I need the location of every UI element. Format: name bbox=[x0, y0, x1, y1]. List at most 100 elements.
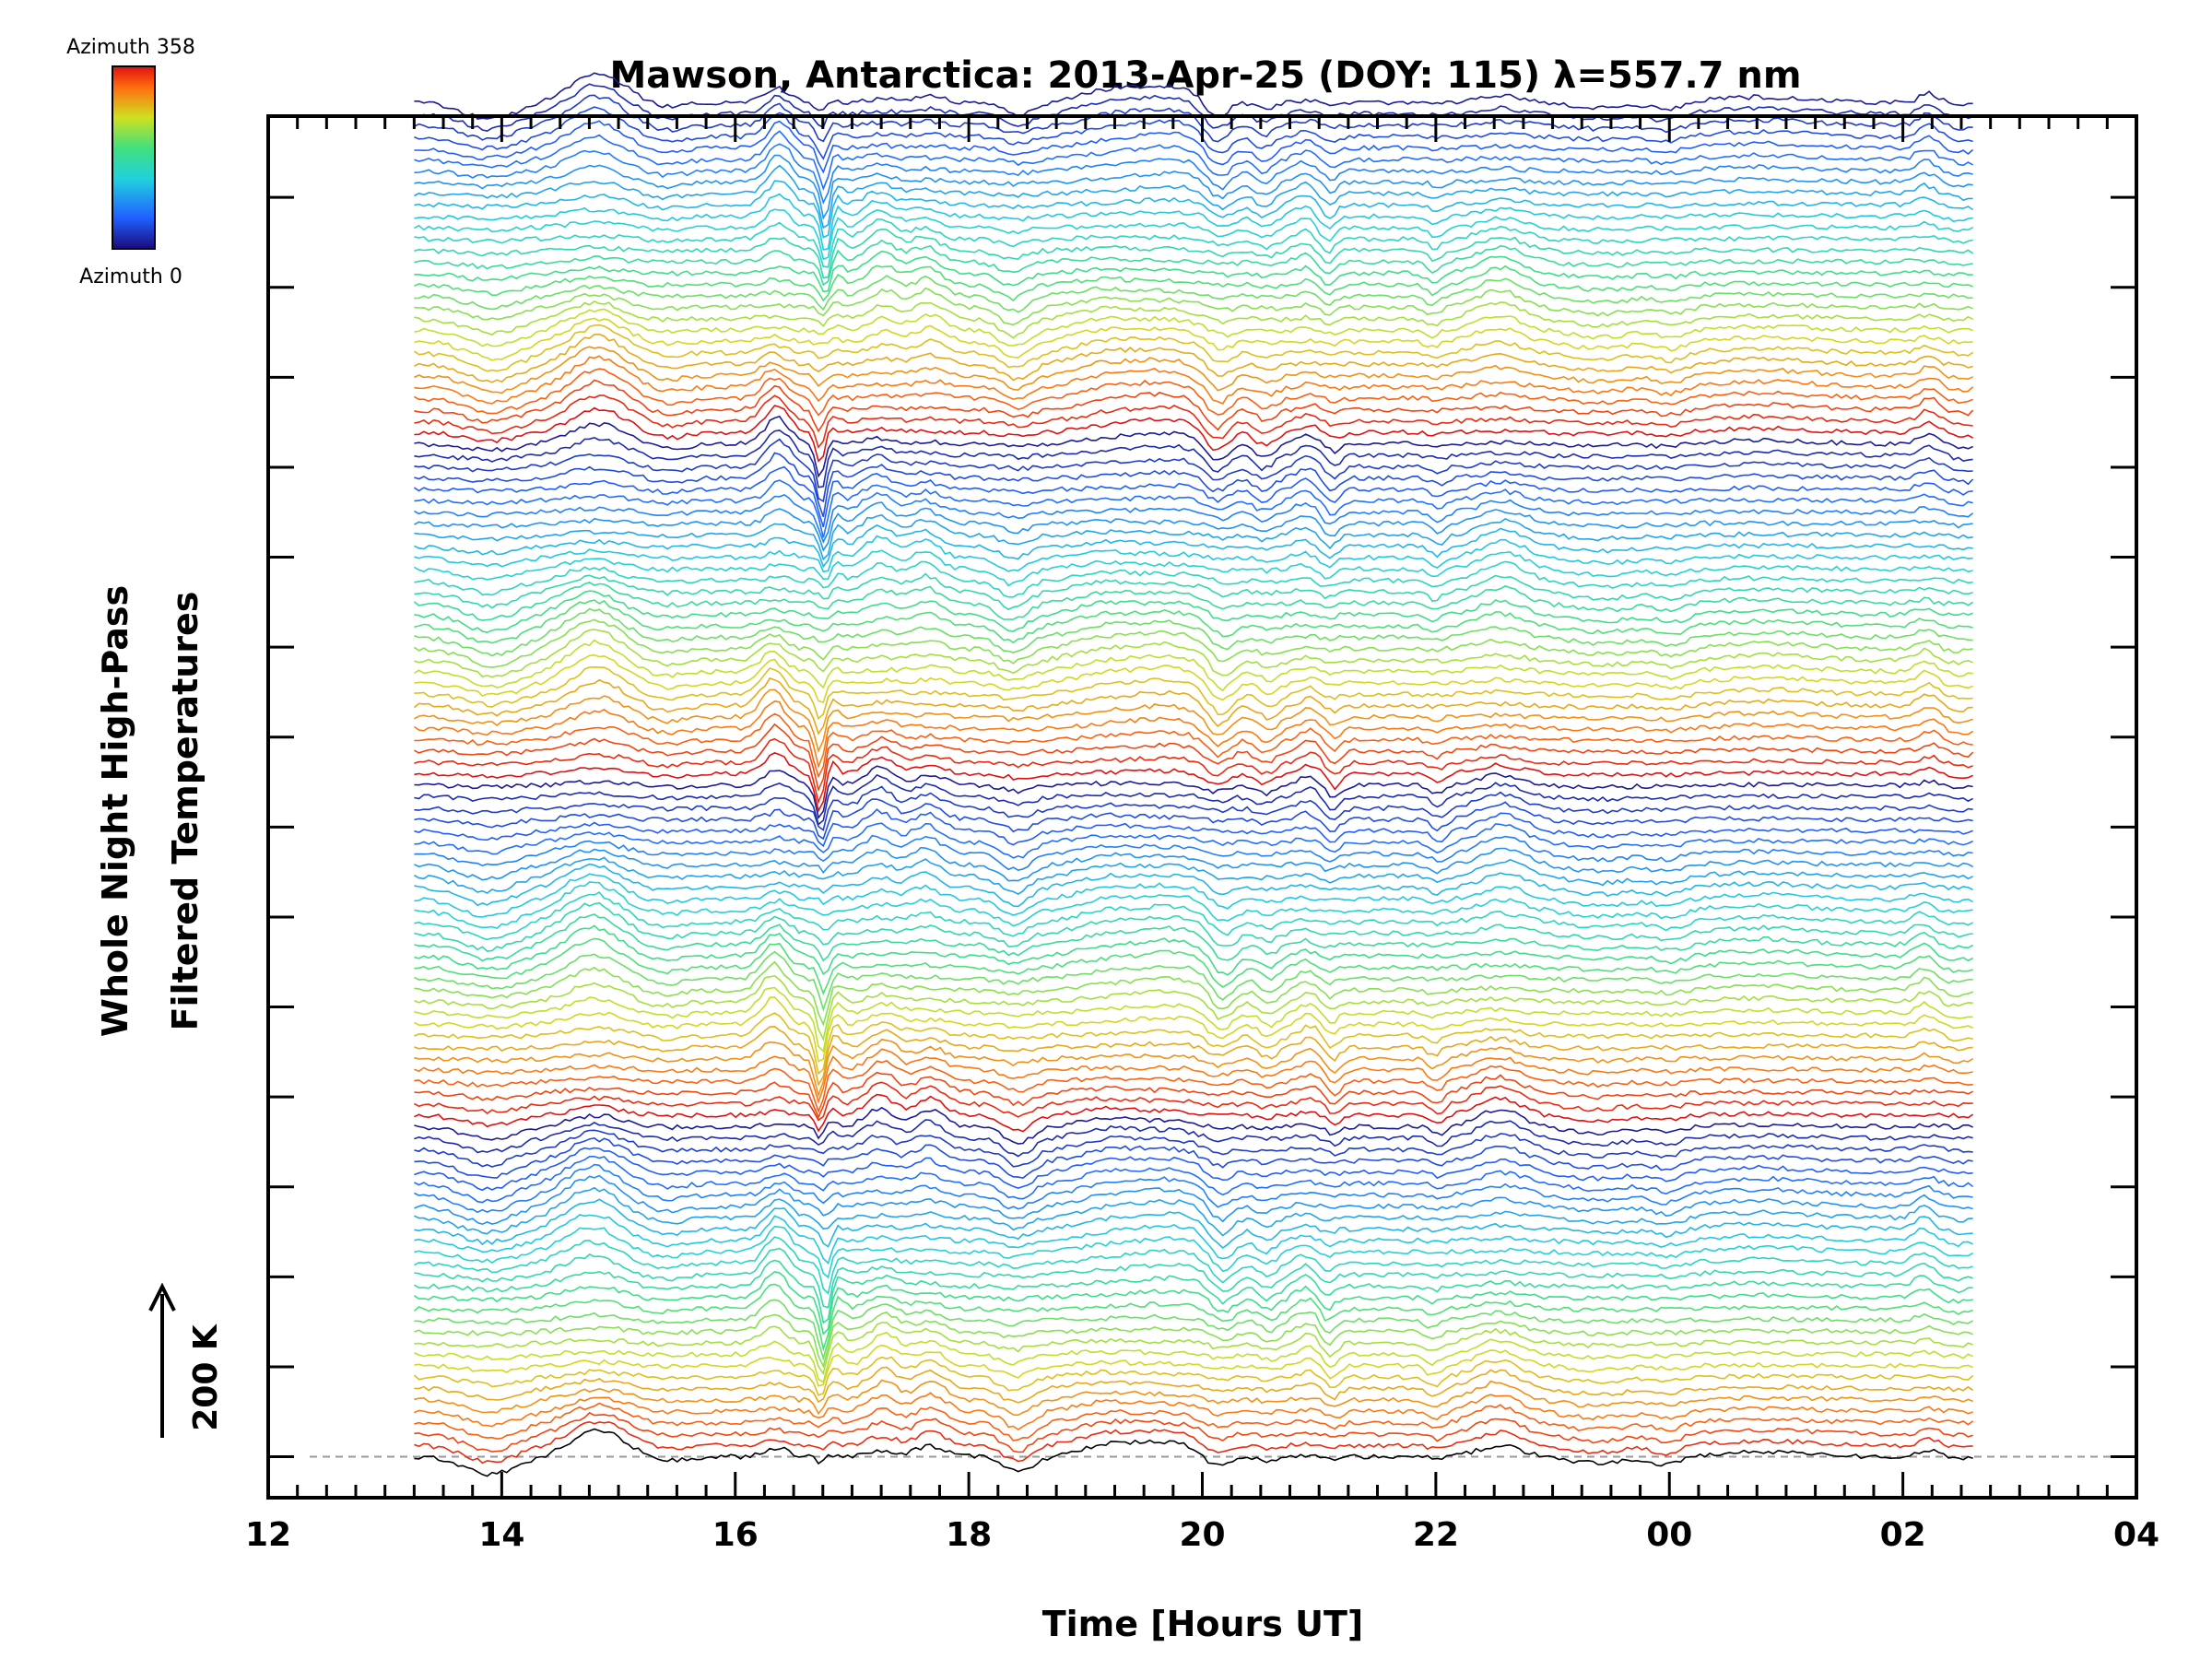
trace-line bbox=[414, 287, 1973, 326]
trace-group bbox=[413, 72, 1974, 1477]
trace-line bbox=[414, 83, 1973, 133]
trace-line bbox=[414, 218, 1973, 268]
trace-line bbox=[414, 1198, 1973, 1250]
trace-line bbox=[414, 834, 1973, 872]
trace-line bbox=[414, 72, 1973, 120]
trace-line bbox=[414, 560, 1973, 598]
trace-line bbox=[414, 228, 1974, 279]
trace-line bbox=[414, 346, 1973, 394]
trace-line bbox=[414, 106, 1973, 160]
trace-line bbox=[413, 618, 1973, 668]
x-tick-label: 12 bbox=[245, 1516, 291, 1554]
trace-line bbox=[414, 491, 1974, 544]
trace-line bbox=[414, 808, 1973, 848]
trace-line bbox=[414, 752, 1973, 813]
trace-line bbox=[414, 1147, 1973, 1192]
trace-line bbox=[414, 1420, 1973, 1465]
trace-line bbox=[414, 996, 1973, 1063]
trace-line bbox=[414, 873, 1973, 918]
trace-line bbox=[414, 317, 1973, 361]
trace-line bbox=[414, 438, 1973, 503]
x-tick-label: 00 bbox=[1646, 1516, 1692, 1554]
trace-line bbox=[413, 1283, 1973, 1352]
trace-line bbox=[414, 1106, 1973, 1145]
trace-line bbox=[414, 1174, 1973, 1226]
colorbar bbox=[112, 65, 156, 250]
trace-line bbox=[414, 164, 1973, 229]
x-tick-label: 22 bbox=[1413, 1516, 1459, 1554]
colorbar-bottom-label: Azimuth 0 bbox=[79, 265, 182, 288]
trace-line bbox=[414, 300, 1973, 339]
x-tick-label: 14 bbox=[478, 1516, 524, 1554]
trace-line bbox=[414, 394, 1973, 449]
trace-line bbox=[414, 479, 1973, 538]
trace-line bbox=[414, 607, 1973, 657]
trace-line bbox=[414, 639, 1973, 692]
scale-bar-label: 200 K bbox=[187, 1324, 225, 1431]
y-axis-label-line2: Filtered Temperatures bbox=[165, 592, 206, 1031]
trace-line bbox=[414, 379, 1974, 433]
trace-line bbox=[414, 629, 1973, 678]
trace-line bbox=[414, 1225, 1973, 1279]
trace-line bbox=[414, 712, 1973, 779]
trace-line bbox=[414, 513, 1973, 561]
trace-line bbox=[413, 1271, 1973, 1335]
trace-line bbox=[414, 901, 1973, 952]
colorbar-top-label: Azimuth 358 bbox=[66, 36, 195, 59]
trace-line bbox=[414, 452, 1974, 517]
trace-line bbox=[414, 986, 1973, 1053]
trace-line bbox=[414, 846, 1973, 882]
trace-line bbox=[414, 1311, 1973, 1369]
trace-line bbox=[414, 960, 1973, 1027]
trace-line bbox=[413, 465, 1973, 528]
trace-line bbox=[414, 798, 1973, 841]
trace-line bbox=[414, 590, 1973, 634]
trace-line bbox=[413, 324, 1974, 372]
scale-bar bbox=[148, 1282, 176, 1438]
trace-line bbox=[414, 1392, 1973, 1431]
x-tick-labels: 12 14 16 18 20 22 00 02 04 bbox=[245, 1516, 2159, 1554]
x-tick-label: 16 bbox=[712, 1516, 759, 1554]
trace-line bbox=[414, 368, 1973, 417]
y-axis-label-line1: Whole Night High-Pass bbox=[95, 585, 135, 1037]
trace-line bbox=[414, 429, 1973, 488]
trace-line bbox=[414, 415, 1973, 478]
trace-line bbox=[414, 180, 1974, 239]
trace-line bbox=[414, 822, 1973, 859]
trace-line bbox=[414, 1322, 1973, 1376]
trace-line bbox=[414, 723, 1974, 793]
trace-line bbox=[414, 1156, 1974, 1204]
trace-line bbox=[414, 1247, 1973, 1309]
trace-line bbox=[414, 154, 1973, 220]
trace-line bbox=[414, 688, 1973, 754]
trace-line bbox=[414, 208, 1973, 261]
trace-line bbox=[414, 130, 1973, 192]
trace-line bbox=[414, 1411, 1973, 1453]
trace-line bbox=[414, 1379, 1973, 1417]
trace-line bbox=[414, 524, 1973, 569]
trace-line bbox=[414, 1366, 1974, 1404]
trace-line bbox=[414, 1331, 1973, 1383]
trace-line bbox=[414, 881, 1973, 929]
trace-line bbox=[414, 405, 1973, 463]
trace-line bbox=[414, 863, 1973, 908]
trace-line bbox=[414, 1214, 1973, 1265]
trace-line bbox=[414, 1093, 1974, 1133]
trace-line bbox=[414, 143, 1973, 205]
trace-line bbox=[414, 665, 1973, 721]
x-axis-label: Time [Hours UT] bbox=[1042, 1604, 1364, 1644]
trace-line bbox=[413, 700, 1974, 770]
trace-line bbox=[414, 1259, 1973, 1324]
trace-line bbox=[414, 653, 1973, 703]
trace-line bbox=[414, 737, 1973, 805]
trace-line bbox=[414, 856, 1973, 896]
trace-line bbox=[414, 275, 1973, 313]
trace-line bbox=[414, 950, 1973, 1012]
trace-line bbox=[414, 1236, 1973, 1295]
trace-line bbox=[413, 1356, 1974, 1396]
trace-line bbox=[414, 308, 1973, 347]
trace-line bbox=[414, 1344, 1973, 1387]
trace-line bbox=[414, 1025, 1973, 1087]
trace-line bbox=[414, 1163, 1973, 1214]
